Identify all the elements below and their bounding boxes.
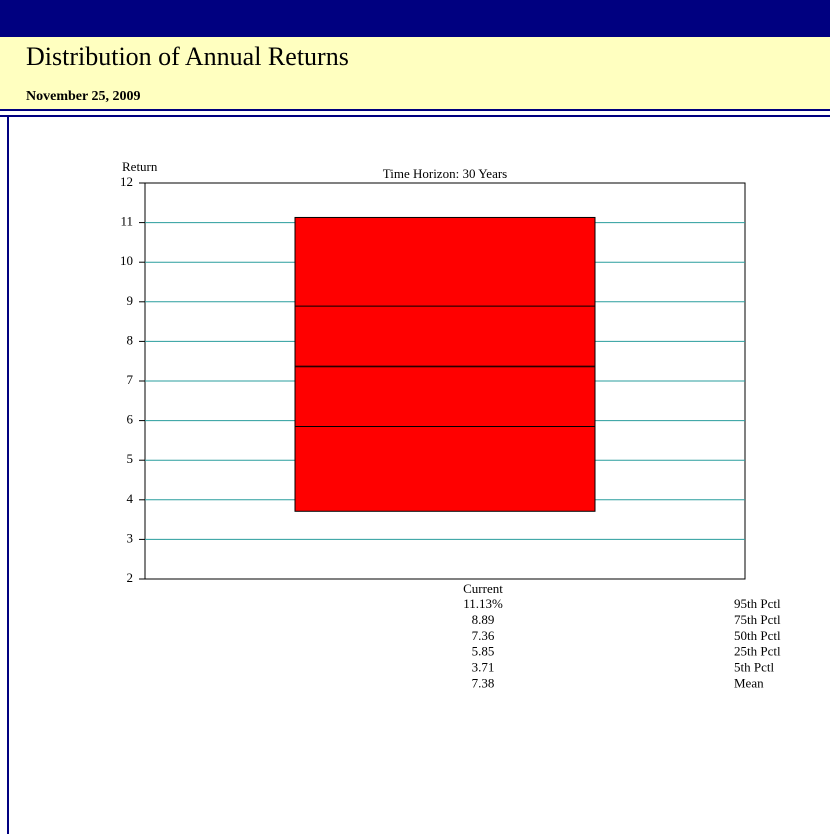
stat-label: 75th Pctl: [734, 612, 781, 627]
y-tick-label: 8: [127, 332, 134, 347]
page-title: Distribution of Annual Returns: [26, 42, 349, 71]
stat-value: 7.36: [472, 628, 495, 643]
stat-value: 8.89: [472, 612, 495, 627]
y-tick-label: 5: [127, 451, 134, 466]
box: [294, 216, 596, 512]
header-band: [0, 37, 830, 109]
y-tick-label: 12: [120, 174, 133, 189]
y-tick-label: 3: [127, 530, 134, 545]
y-tick-label: 10: [120, 253, 133, 268]
stat-label: 95th Pctl: [734, 596, 781, 611]
stat-label: Mean: [734, 675, 764, 690]
y-tick-label: 7: [127, 372, 134, 387]
y-tick-label: 11: [120, 214, 133, 229]
y-axis-label: Return: [122, 159, 158, 174]
chart-title: Time Horizon: 30 Years: [383, 166, 507, 181]
stat-value: 7.38: [472, 675, 495, 690]
stat-value: 5.85: [472, 644, 495, 659]
y-tick-label: 2: [127, 570, 134, 585]
y-tick-label: 4: [127, 491, 134, 506]
stat-label: 50th Pctl: [734, 628, 781, 643]
y-tick-label: 9: [127, 293, 134, 308]
stat-label: 25th Pctl: [734, 644, 781, 659]
y-tick-label: 6: [127, 412, 134, 427]
x-tick-label: Current: [463, 581, 503, 596]
stat-value: 11.13%: [463, 596, 503, 611]
page-date: November 25, 2009: [26, 89, 140, 104]
stat-value: 3.71: [472, 660, 495, 675]
top-bar: [0, 0, 830, 37]
stat-label: 5th Pctl: [734, 660, 774, 675]
